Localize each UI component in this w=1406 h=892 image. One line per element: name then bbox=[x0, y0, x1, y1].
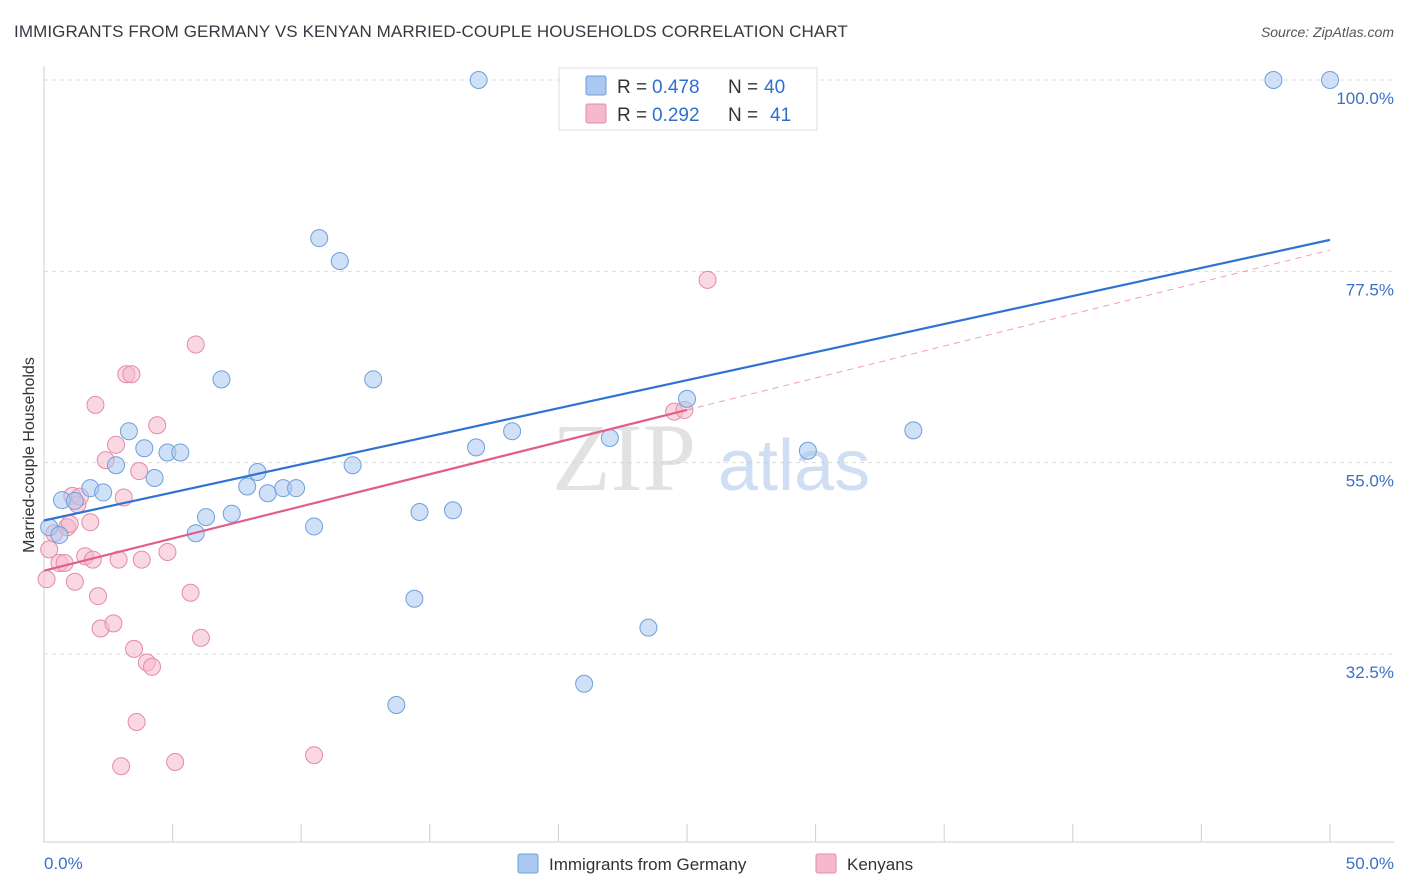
x-ticks bbox=[43, 824, 1331, 842]
x-tick-label-min: 0.0% bbox=[44, 854, 83, 873]
germany-point bbox=[65, 491, 84, 510]
germany-point bbox=[600, 429, 619, 448]
kenyans-trend-extension bbox=[686, 249, 1331, 411]
trend-lines bbox=[43, 238, 1331, 572]
kenyans-trend-line bbox=[43, 408, 688, 572]
kenyans-point bbox=[305, 746, 324, 765]
germany-point bbox=[197, 508, 216, 527]
y-tick-label: 32.5% bbox=[1346, 663, 1394, 682]
kenyans-point bbox=[166, 752, 185, 771]
germany-point bbox=[469, 71, 488, 89]
germany-point bbox=[467, 438, 486, 457]
kenyans-point bbox=[65, 572, 84, 591]
kenyans-point bbox=[81, 513, 100, 532]
kenyans-point bbox=[107, 435, 126, 454]
kenyans-point bbox=[191, 628, 210, 647]
legend-bottom-germany-label: Immigrants from Germany bbox=[549, 855, 747, 874]
germany-point bbox=[50, 525, 69, 544]
x-tick-label-max: 50.0% bbox=[1346, 854, 1394, 873]
y-tick-label: 77.5% bbox=[1346, 280, 1394, 299]
kenyans-points bbox=[37, 270, 717, 776]
germany-point bbox=[145, 468, 164, 487]
legend-germany-n-value: 40 bbox=[764, 77, 785, 98]
kenyans-point bbox=[186, 335, 205, 354]
kenyans-point bbox=[130, 462, 149, 481]
y-tick-label: 55.0% bbox=[1346, 472, 1394, 491]
germany-point bbox=[904, 421, 923, 440]
germany-point bbox=[212, 370, 231, 389]
kenyans-point bbox=[125, 639, 144, 658]
legend-germany-n-label: N = bbox=[728, 77, 758, 98]
germany-point bbox=[287, 479, 306, 498]
legend-germany-r-label: R = bbox=[617, 77, 647, 98]
germany-point bbox=[94, 483, 113, 502]
kenyans-point bbox=[143, 657, 162, 676]
germany-point bbox=[410, 502, 429, 521]
germany-point bbox=[107, 456, 126, 475]
kenyans-point bbox=[132, 550, 151, 569]
watermark-zip: ZIP bbox=[552, 404, 696, 511]
legend-germany-swatch bbox=[585, 75, 607, 96]
germany-point bbox=[443, 501, 462, 520]
kenyans-point bbox=[158, 542, 177, 561]
germany-point bbox=[135, 439, 154, 458]
chart-title: IMMIGRANTS FROM GERMANY VS KENYAN MARRIE… bbox=[14, 22, 848, 41]
y-tick-label: 100.0% bbox=[1336, 89, 1394, 108]
germany-point bbox=[798, 441, 817, 460]
germany-point bbox=[1321, 71, 1339, 89]
kenyans-point bbox=[122, 365, 141, 384]
germany-point bbox=[330, 252, 349, 271]
y-tick-labels: 100.0% 77.5% 55.0% 32.5% bbox=[1336, 89, 1394, 682]
kenyans-point bbox=[181, 583, 200, 602]
legend-bottom-germany-swatch bbox=[517, 853, 539, 874]
germany-point bbox=[364, 370, 383, 389]
kenyans-point bbox=[127, 713, 146, 732]
legend-kenyan-r-value: 0.292 bbox=[652, 105, 700, 126]
legend-bottom-kenyan-swatch bbox=[815, 853, 837, 874]
germany-point bbox=[310, 229, 329, 248]
watermark-atlas: atlas bbox=[718, 426, 870, 506]
germany-point bbox=[1264, 71, 1283, 89]
y-axis-label: Married-couple Households bbox=[21, 357, 38, 553]
germany-trend-line bbox=[43, 238, 1331, 522]
germany-point bbox=[575, 674, 594, 693]
legend-kenyan-swatch bbox=[585, 103, 607, 124]
watermark: ZIP atlas bbox=[552, 404, 870, 511]
germany-point bbox=[343, 456, 362, 475]
kenyans-point bbox=[86, 395, 105, 414]
germany-point bbox=[171, 443, 190, 462]
germany-point bbox=[119, 422, 138, 441]
kenyans-point bbox=[89, 587, 108, 606]
kenyans-point bbox=[40, 540, 59, 559]
germany-point bbox=[238, 477, 257, 496]
germany-point bbox=[222, 504, 241, 523]
kenyans-point bbox=[37, 570, 56, 589]
germany-point bbox=[405, 589, 424, 608]
germany-point bbox=[387, 696, 406, 715]
germany-point bbox=[503, 422, 522, 441]
legend-kenyan-r-label: R = bbox=[617, 105, 647, 126]
kenyans-point bbox=[148, 416, 167, 435]
legend-bottom-kenyan-label: Kenyans bbox=[847, 855, 913, 874]
germany-point bbox=[258, 484, 277, 503]
germany-point bbox=[678, 389, 696, 408]
legend-kenyan-n-value: 41 bbox=[770, 105, 791, 126]
kenyans-point bbox=[698, 270, 717, 289]
kenyans-point bbox=[104, 614, 123, 633]
germany-points bbox=[40, 71, 1339, 715]
source-credit: Source: ZipAtlas.com bbox=[1260, 24, 1394, 40]
legend-kenyan-n-label: N = bbox=[728, 105, 758, 126]
correlation-legend: R = 0.478 N = 40 R = 0.292 N = 41 bbox=[558, 67, 818, 131]
series-legend: Immigrants from Germany Kenyans bbox=[517, 853, 913, 874]
germany-point bbox=[305, 517, 324, 536]
germany-point bbox=[639, 618, 658, 637]
legend-germany-r-value: 0.478 bbox=[652, 77, 700, 98]
grid bbox=[44, 79, 1394, 655]
kenyans-point bbox=[112, 757, 131, 776]
